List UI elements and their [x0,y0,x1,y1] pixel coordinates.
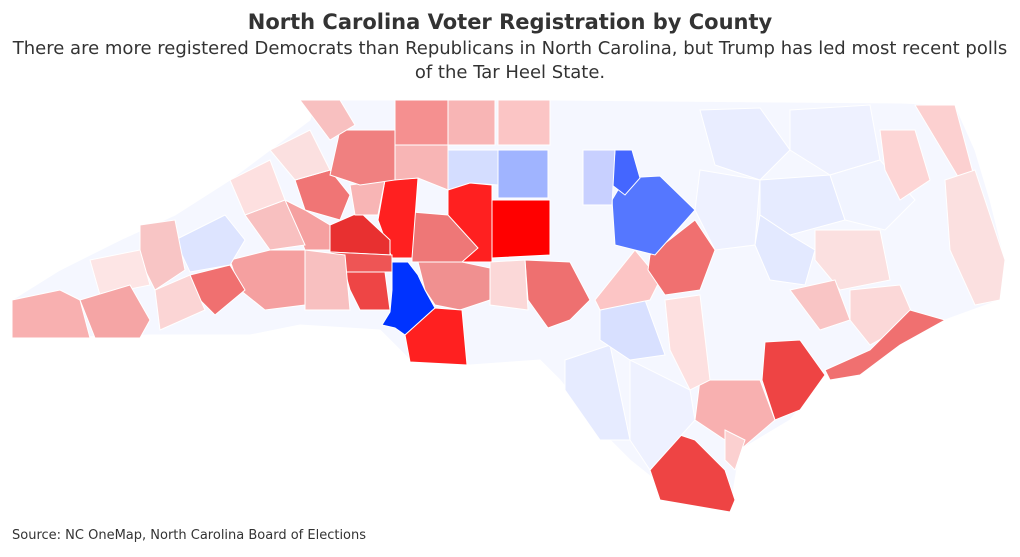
county [394,99,449,146]
county [304,249,351,311]
county [582,149,616,206]
county [879,129,931,201]
county [699,107,791,181]
county [497,99,551,146]
county [497,149,549,199]
county [944,169,1006,306]
counties [11,99,1006,513]
county [489,259,529,311]
county [759,174,846,236]
county [694,169,761,251]
county [629,359,696,471]
county [814,229,891,291]
county [229,159,286,216]
county [154,274,206,331]
county [344,271,391,311]
county [174,214,246,273]
county [647,219,716,296]
county [79,284,151,339]
county [664,294,711,391]
county [89,249,151,296]
county [594,249,661,311]
county [649,434,736,513]
county [329,129,396,186]
county [269,129,331,181]
county [447,99,496,146]
subtitle: There are more registered Democrats than… [12,38,1008,83]
county [299,99,356,141]
county [404,307,468,366]
county [824,309,947,381]
county [694,379,776,451]
title: North Carolina Voter Registration by Cou… [247,10,773,34]
county [11,289,91,339]
county [564,344,631,441]
source: Source: NC OneMap, North Carolina Board … [12,528,367,543]
county [491,199,551,259]
county [761,339,826,421]
county [724,429,746,471]
county [524,259,591,329]
map [11,99,1006,513]
